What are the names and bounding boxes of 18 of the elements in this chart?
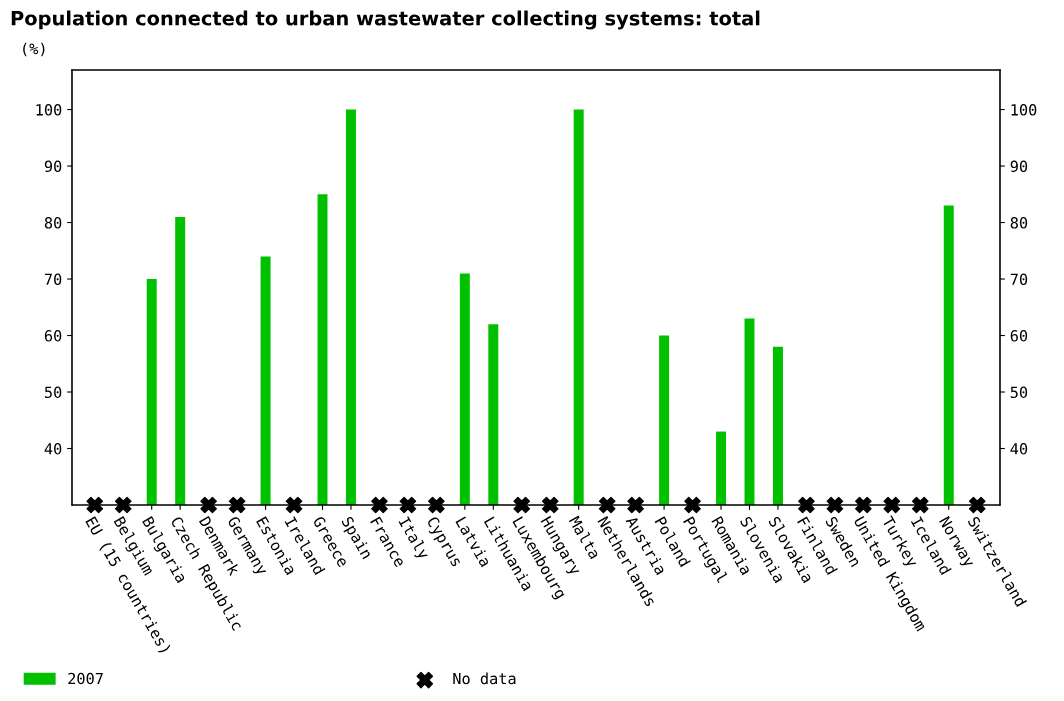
y-tick-label: 50	[44, 386, 62, 399]
chart-title: Population connected to urban wastewater collecting systems: total	[11, 10, 760, 30]
y2-tick-label: 70	[1010, 273, 1028, 286]
y2-tick-label: 80	[1010, 217, 1028, 229]
y-tick-label: 70	[44, 273, 62, 286]
y-tick-label: 80	[44, 217, 62, 229]
legend-label: 2007	[68, 672, 103, 685]
legend-label: No data	[453, 672, 516, 685]
y-tick-label: 100	[36, 104, 62, 116]
y2-tick-label: 100	[1011, 104, 1037, 116]
y2-tick-label: 60	[1010, 330, 1028, 342]
y2-tick-label: 40	[1010, 443, 1028, 455]
y-axis-title: (%)	[23, 42, 45, 57]
y2-tick-label: 90	[1010, 160, 1028, 173]
y-tick-label: 90	[44, 160, 62, 173]
y2-tick-label: 50	[1010, 386, 1028, 399]
y-tick-label: 40	[44, 443, 62, 455]
y-tick-label: 60	[44, 330, 62, 342]
